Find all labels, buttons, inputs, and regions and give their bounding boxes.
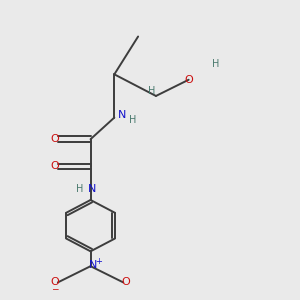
Text: N: N	[118, 110, 126, 120]
Text: H: H	[148, 85, 155, 96]
Text: O: O	[122, 278, 130, 287]
Text: O: O	[50, 161, 59, 171]
Text: −: −	[51, 284, 59, 293]
Text: H: H	[212, 58, 219, 68]
Text: O: O	[184, 75, 193, 85]
Text: O: O	[50, 134, 59, 144]
Text: O: O	[50, 278, 59, 287]
Text: N: N	[89, 260, 97, 270]
Text: N: N	[88, 184, 96, 194]
Text: +: +	[95, 257, 102, 266]
Text: H: H	[129, 115, 137, 125]
Text: H: H	[76, 184, 83, 194]
